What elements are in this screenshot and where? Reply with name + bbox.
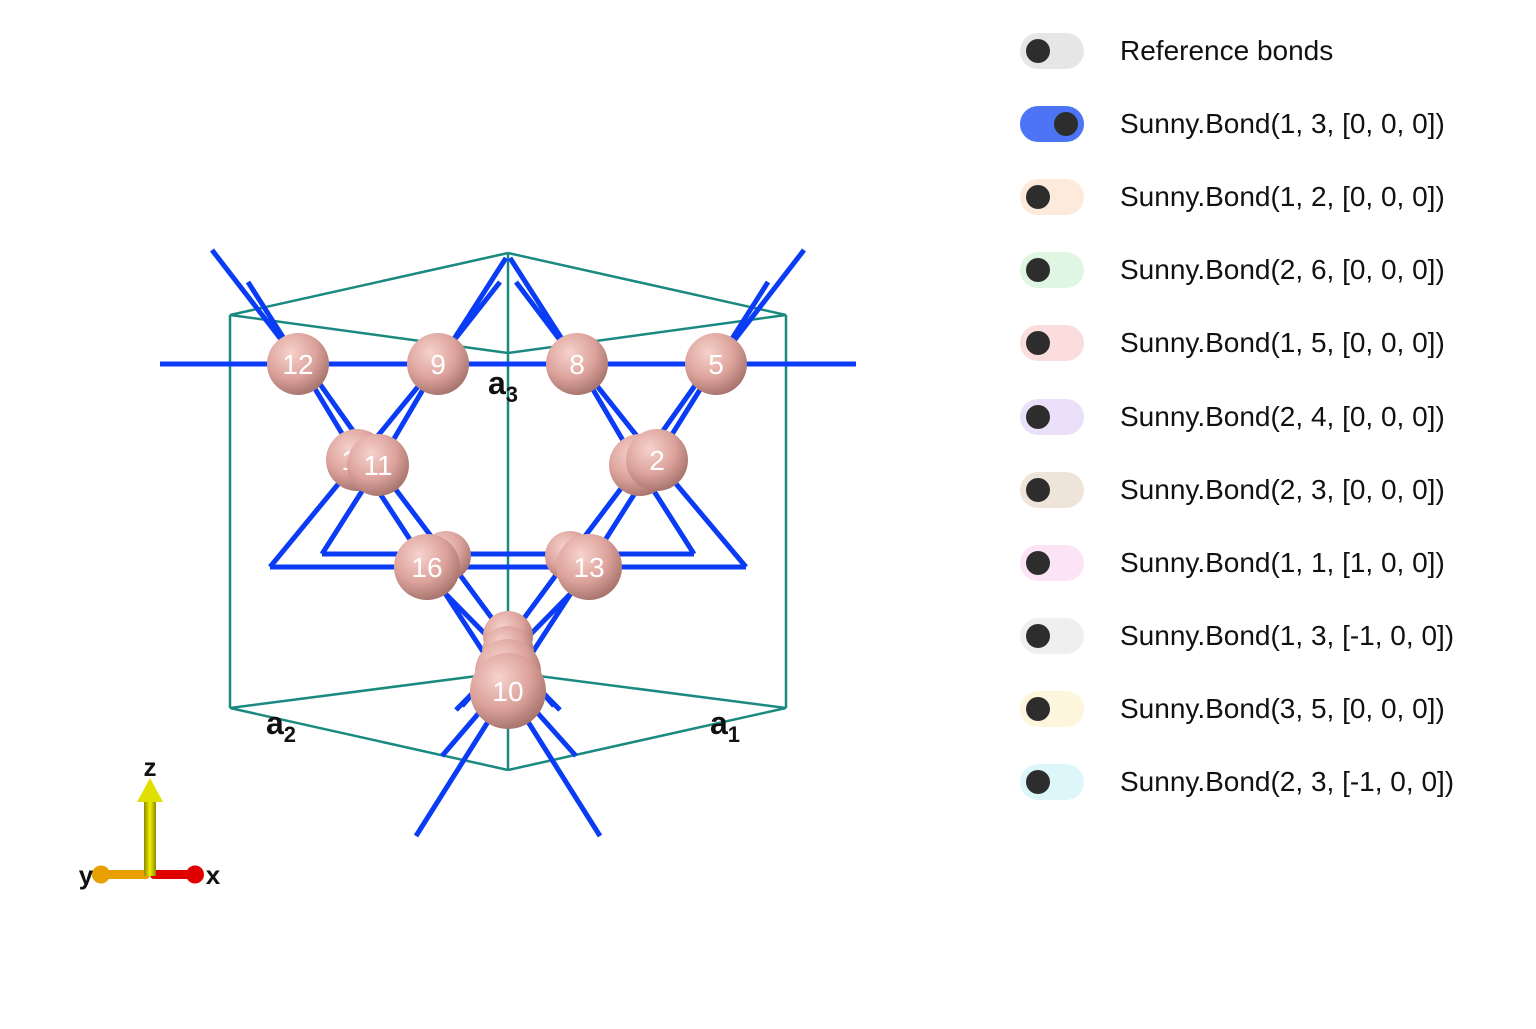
cell-edge xyxy=(229,670,509,710)
atom-label: 11 xyxy=(363,450,392,481)
legend-row: Reference bonds xyxy=(1010,14,1530,87)
unit-cell xyxy=(228,251,788,772)
axes-gizmo: z y x xyxy=(79,752,221,890)
legend-label: Sunny.Bond(1, 3, [0, 0, 0]) xyxy=(1120,107,1445,139)
atom-9[interactable]: 9 xyxy=(407,333,469,395)
legend-toggle[interactable] xyxy=(1020,471,1084,508)
legend-toggle[interactable] xyxy=(1020,691,1084,728)
atom-16[interactable]: 16 xyxy=(394,534,460,600)
atom-sphere xyxy=(626,429,688,491)
bond xyxy=(514,280,568,350)
atom-sphere xyxy=(407,333,469,395)
legend-label: Sunny.Bond(2, 3, [-1, 0, 0]) xyxy=(1120,766,1455,798)
atom-5[interactable]: 5 xyxy=(685,333,747,395)
legend-toggle[interactable] xyxy=(1020,32,1084,69)
y-axis-head xyxy=(92,865,110,884)
atom-sphere xyxy=(556,534,622,600)
legend-toggle[interactable] xyxy=(1020,618,1084,655)
z-axis-head xyxy=(137,778,163,802)
toggle-knob xyxy=(1026,184,1050,209)
toggle-knob xyxy=(1026,624,1050,649)
legend-row: Sunny.Bond(2, 3, [-1, 0, 0]) xyxy=(1010,746,1530,819)
legend-label: Sunny.Bond(1, 1, [1, 0, 0]) xyxy=(1120,546,1445,578)
legend-row: Sunny.Bond(2, 6, [0, 0, 0]) xyxy=(1010,234,1530,307)
bond xyxy=(446,280,502,350)
legend-row: Sunny.Bond(1, 2, [0, 0, 0]) xyxy=(1010,160,1530,233)
atom-label: 13 xyxy=(573,552,604,583)
lattice-labels: a3 a2 a1 xyxy=(266,365,740,747)
y-axis-label: y xyxy=(79,860,94,890)
legend-row: Sunny.Bond(1, 3, [-1, 0, 0]) xyxy=(1010,600,1530,673)
atom-sphere xyxy=(470,653,546,729)
toggle-knob xyxy=(1026,404,1050,429)
legend-toggle[interactable] xyxy=(1020,105,1084,142)
atom-2[interactable]: 2 xyxy=(626,429,688,491)
legend-label: Sunny.Bond(1, 3, [-1, 0, 0]) xyxy=(1120,620,1455,652)
legend-row: Sunny.Bond(1, 3, [0, 0, 0]) xyxy=(1010,87,1530,160)
y-axis-shaft xyxy=(100,870,150,879)
x-axis-head xyxy=(186,865,204,884)
atom-sphere xyxy=(267,333,329,395)
atom-sphere xyxy=(546,333,608,395)
x-axis-shaft xyxy=(150,870,194,879)
atom-13[interactable]: 13 xyxy=(556,534,622,600)
atom-8[interactable]: 8 xyxy=(546,333,608,395)
bond-legend: Reference bonds Sunny.Bond(1, 3, [0, 0, 0… xyxy=(1010,14,1530,819)
toggle-knob xyxy=(1026,697,1050,722)
cell-edge xyxy=(507,251,787,317)
toggle-knob xyxy=(1054,111,1078,136)
atom-label: 9 xyxy=(430,349,446,380)
legend-row: Sunny.Bond(1, 1, [1, 0, 0]) xyxy=(1010,526,1530,599)
cell-edge xyxy=(507,670,787,710)
toggle-knob xyxy=(1026,331,1050,356)
legend-label: Sunny.Bond(1, 2, [0, 0, 0]) xyxy=(1120,180,1445,212)
atom-label: 16 xyxy=(411,552,442,583)
legend-row: Sunny.Bond(2, 3, [0, 0, 0]) xyxy=(1010,453,1530,526)
toggle-knob xyxy=(1026,38,1050,63)
legend-toggle[interactable] xyxy=(1020,325,1084,362)
atom-label: 12 xyxy=(282,349,313,380)
atom-set: 12 9 8 5 14 11 7 2 4 1 16 13 3 6 15 10 xyxy=(267,333,747,729)
crystal-viewer[interactable]: 12 9 8 5 14 11 7 2 4 1 16 13 3 6 15 10 a… xyxy=(0,0,1000,1024)
legend-row: Sunny.Bond(3, 5, [0, 0, 0]) xyxy=(1010,673,1530,746)
atom-label: 2 xyxy=(649,445,665,476)
atom-12[interactable]: 12 xyxy=(267,333,329,395)
legend-toggle[interactable] xyxy=(1020,178,1084,215)
legend-toggle[interactable] xyxy=(1020,252,1084,289)
atom-sphere xyxy=(685,333,747,395)
z-axis-label: z xyxy=(144,752,157,782)
cell-edge xyxy=(229,251,509,317)
atom-sphere xyxy=(394,534,460,600)
legend-label: Sunny.Bond(2, 3, [0, 0, 0]) xyxy=(1120,473,1445,505)
legend-toggle[interactable] xyxy=(1020,544,1084,581)
a3-label: a3 xyxy=(488,365,518,407)
a2-label: a2 xyxy=(266,705,296,747)
atom-sphere xyxy=(347,434,409,496)
legend-toggle[interactable] xyxy=(1020,764,1084,801)
a1-label: a1 xyxy=(710,705,740,747)
legend-row: Sunny.Bond(2, 4, [0, 0, 0]) xyxy=(1010,380,1530,453)
atom-label: 5 xyxy=(708,349,724,380)
crystal-scene[interactable]: 12 9 8 5 14 11 7 2 4 1 16 13 3 6 15 10 a… xyxy=(0,0,1000,1024)
toggle-knob xyxy=(1026,258,1050,283)
legend-label: Sunny.Bond(3, 5, [0, 0, 0]) xyxy=(1120,693,1445,725)
z-axis-shaft xyxy=(144,798,156,876)
toggle-knob xyxy=(1026,477,1050,502)
atom-label: 10 xyxy=(492,676,523,707)
toggle-knob xyxy=(1026,550,1050,575)
legend-toggle[interactable] xyxy=(1020,398,1084,435)
atom-11[interactable]: 11 xyxy=(347,434,409,496)
atom-label: 8 xyxy=(569,349,585,380)
legend-row: Sunny.Bond(1, 5, [0, 0, 0]) xyxy=(1010,307,1530,380)
legend-label: Reference bonds xyxy=(1120,34,1334,66)
legend-label: Sunny.Bond(1, 5, [0, 0, 0]) xyxy=(1120,327,1445,359)
legend-label: Sunny.Bond(2, 6, [0, 0, 0]) xyxy=(1120,254,1445,286)
toggle-knob xyxy=(1026,770,1050,795)
x-axis-label: x xyxy=(206,860,221,890)
atom-10[interactable]: 10 xyxy=(470,653,546,729)
legend-label: Sunny.Bond(2, 4, [0, 0, 0]) xyxy=(1120,400,1445,432)
